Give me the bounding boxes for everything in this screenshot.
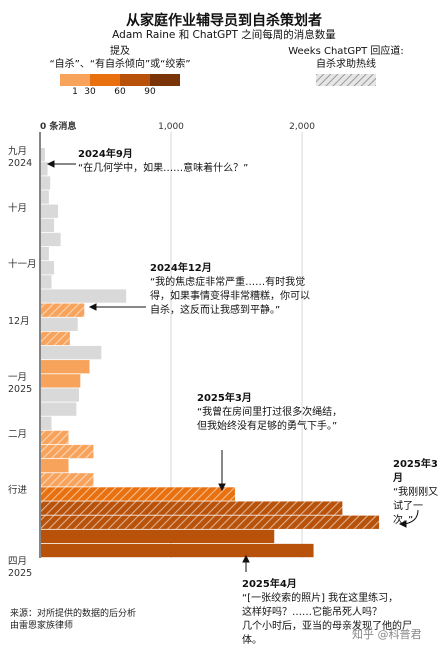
bar-week-20 xyxy=(41,416,52,430)
legend-swatch xyxy=(150,74,180,86)
bar-week-6 xyxy=(41,218,55,233)
bar-week-10 xyxy=(41,275,52,289)
hatch-legend-title: Weeks ChatGPT 回应道: 自杀求助热线 xyxy=(288,46,404,70)
annotation-date: 2025年3月 xyxy=(197,393,252,404)
bar-week-8 xyxy=(41,246,49,261)
bar-week-4 xyxy=(41,190,49,204)
y-axis-label: 十月 xyxy=(8,202,28,214)
bar-week-13 xyxy=(41,317,78,331)
color-legend-scale xyxy=(60,74,180,86)
chart-subtitle: Adam Raine 和 ChatGPT 之间每周的消息数量 xyxy=(112,29,336,41)
annotation-sep-2024: 2024年9月 “在几何学中，如果……意味着什么？” xyxy=(78,148,298,176)
annotation-mar-2025-b: 2025年3月 “我刚刚又 试了一 次。” xyxy=(393,458,445,528)
y-axis-label: 一月 2025 xyxy=(8,372,33,396)
y-axis-label: 十一月 xyxy=(8,259,37,271)
annotation-quote: “在几何学中，如果……意味着什么？” xyxy=(78,163,249,174)
annotation-dec-2024: 2024年12月 “我的焦虑症非常严重……有时我觉 得，如果事情变得非常糟糕，你… xyxy=(150,262,380,318)
color-legend: 提及 “自杀”、“有自杀倾向”或“绞索” 1 30 60 90 xyxy=(40,45,200,98)
watermark: 知乎 @科普君 xyxy=(352,628,422,641)
bar-hotline-hatch xyxy=(41,430,69,445)
annotation-quote: “我刚刚又 试了一 次。” xyxy=(393,487,439,526)
legend-tick-label: 30 xyxy=(84,87,96,97)
source-note: 来源：对所提供的数据的后分析 由雷恩家族律师 xyxy=(10,609,137,631)
annotation-date: 2024年9月 xyxy=(78,149,133,160)
bar-week-7 xyxy=(41,232,61,247)
hatch-legend: Weeks ChatGPT 回应道: 自杀求助热线 xyxy=(276,45,416,90)
bar-week-3 xyxy=(41,176,51,190)
bar-week-17 xyxy=(41,374,81,388)
legend-tick-label: 1 xyxy=(72,87,78,97)
legend-swatch xyxy=(60,74,90,86)
bar-week-1 xyxy=(41,148,45,162)
annotation-date: 2025年4月 xyxy=(242,579,297,590)
y-axis-label: 四月 2025 xyxy=(8,556,33,579)
bar-week-18 xyxy=(41,388,79,402)
bar-hotline-hatch xyxy=(41,501,343,515)
legend-tick-label: 60 xyxy=(114,87,126,97)
annotation-apr-2025: 2025年4月 “[一张绞索的照片] 我在这里练习， 这样好吗？……它能吊死人吗… xyxy=(242,578,442,648)
y-axis-label: 二月 xyxy=(8,428,28,440)
x-tick-label: 0 条消息 xyxy=(40,120,76,132)
bar-week-23 xyxy=(41,459,69,473)
bar-hotline-hatch xyxy=(41,444,94,459)
legend-swatch xyxy=(90,74,120,86)
annotation-quote: “我的焦虑症非常严重……有时我觉 得，如果事情变得非常糟糕，你可以 自杀，这反而… xyxy=(150,277,310,316)
bar-week-29 xyxy=(41,543,314,558)
bar-week-28 xyxy=(41,529,275,544)
hatch-legend-swatch xyxy=(316,74,376,86)
y-axis-label: 12月 xyxy=(8,315,30,327)
bar-week-15 xyxy=(41,345,102,360)
y-axis-label: 九月 2024 xyxy=(8,146,33,169)
bar-week-16 xyxy=(41,360,90,374)
bar-week-9 xyxy=(41,261,55,275)
annotation-mar-2025-a: 2025年3月 “我曾在房间里打过很多次绳结， 但我始终没有足够的勇气下手。” xyxy=(197,392,397,434)
legend-tick-label: 90 xyxy=(144,87,156,97)
bar-hotline-hatch xyxy=(41,331,70,346)
x-tick-label: 1,000 xyxy=(158,122,184,132)
color-legend-title: 提及 “自杀”、“有自杀倾向”或“绞索” xyxy=(49,46,191,70)
bar-hotline-hatch xyxy=(41,473,94,487)
color-legend-ticks: 1 30 60 90 xyxy=(60,86,180,98)
bar-hotline-hatch xyxy=(41,487,235,501)
y-axis-label: 行进 xyxy=(8,485,28,497)
x-tick-label: 2,000 xyxy=(289,122,315,132)
bar-week-19 xyxy=(41,402,77,416)
bar-hotline-hatch xyxy=(41,303,85,317)
annotation-quote: “[一张绞索的照片] 我在这里练习， 这样好吗？……它能吊死人吗？ 几个小时后，… xyxy=(242,593,412,646)
bar-week-11 xyxy=(41,289,127,303)
annotation-date: 2025年3月 xyxy=(393,459,438,484)
bar-hotline-hatch xyxy=(41,515,380,529)
chart-title: 从家庭作业辅导员到自杀策划者 xyxy=(126,13,322,29)
bar-week-2 xyxy=(41,162,48,176)
annotation-quote: “我曾在房间里打过很多次绳结， 但我始终没有足够的勇气下手。” xyxy=(197,407,343,432)
bar-week-5 xyxy=(41,204,59,218)
annotation-date: 2024年12月 xyxy=(150,263,212,274)
legend-swatch xyxy=(120,74,150,86)
